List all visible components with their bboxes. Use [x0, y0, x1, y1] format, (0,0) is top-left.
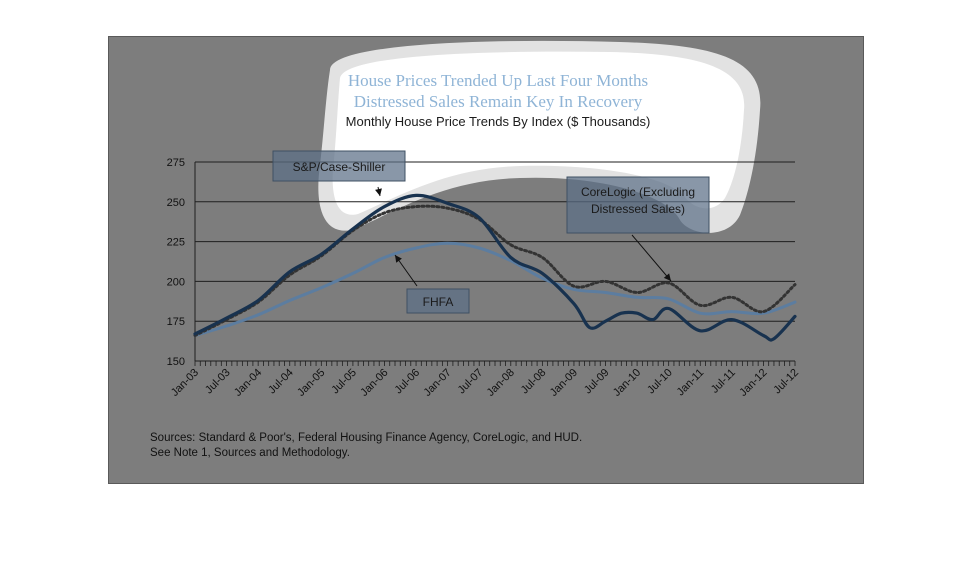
series-line-fhfa — [193, 241, 797, 337]
callout-label2-cl: Distressed Sales) — [591, 202, 685, 216]
callout-sp: S&P/Case-Shiller — [272, 150, 406, 197]
y-tick-label-200: 200 — [167, 276, 185, 288]
callouts: S&P/Case-Shiller CoreLogic (Excluding Dist… — [272, 150, 710, 314]
x-tick-label-Jul-03: Jul-03 — [203, 367, 233, 397]
x-tick-label-Jan-09: Jan-09 — [548, 367, 580, 399]
x-tick-label-Jul-07: Jul-07 — [456, 367, 486, 397]
callout-fhfa: FHFA — [394, 254, 470, 314]
title-highlight-core — [332, 51, 745, 215]
x-tick-label-Jul-12: Jul-12 — [771, 367, 801, 397]
callout-box-sp — [272, 150, 406, 182]
chart-title-line-1: House Prices Trended Up Last Four Months — [348, 71, 648, 90]
source-note-1: Sources: Standard & Poor's, Federal Hous… — [150, 432, 582, 444]
callout-cl: CoreLogic (Excluding Distressed Sales) — [566, 176, 710, 282]
callout-arrowhead-fhfa — [395, 255, 402, 263]
x-tick-label-Jul-05: Jul-05 — [329, 367, 359, 397]
x-tick-label-Jan-04: Jan-04 — [232, 367, 264, 399]
x-tick-label-Jul-09: Jul-09 — [582, 367, 612, 397]
series-lines — [193, 193, 797, 342]
chart-title-line-2: Distressed Sales Remain Key In Recovery — [354, 92, 643, 111]
y-tick-label-250: 250 — [167, 197, 185, 209]
x-tick-label-Jul-08: Jul-08 — [519, 367, 549, 397]
callout-arrowhead-cl — [663, 273, 671, 281]
callout-arrowhead-sp — [375, 188, 382, 196]
x-tick-label-Jan-03: Jan-03 — [169, 367, 201, 399]
x-tick-label-Jan-12: Jan-12 — [737, 367, 769, 399]
y-tick-label-175: 175 — [167, 316, 185, 328]
x-tick-label-Jan-06: Jan-06 — [358, 367, 390, 399]
callout-box-fhfa — [406, 288, 470, 314]
y-tick-label-150: 150 — [167, 356, 185, 368]
x-tick-label-Jan-08: Jan-08 — [485, 367, 517, 399]
x-tick-label-Jul-11: Jul-11 — [709, 367, 738, 396]
x-tick-label-Jan-10: Jan-10 — [611, 367, 643, 399]
y-tick-label-225: 225 — [167, 237, 185, 249]
x-tick-label-Jan-07: Jan-07 — [421, 367, 453, 399]
x-tick-label-Jan-11: Jan-11 — [675, 367, 707, 399]
callout-label-cl: CoreLogic (Excluding — [581, 185, 695, 199]
y-tick-label-275: 275 — [167, 157, 185, 169]
x-tick-label-Jul-04: Jul-04 — [266, 367, 296, 397]
callout-label-fhfa: FHFA — [423, 295, 454, 309]
callout-label-sp: S&P/Case-Shiller — [293, 160, 386, 174]
callout-arrow-cl — [631, 234, 672, 282]
chart-subtitle: Monthly House Price Trends By Index ($ T… — [346, 114, 651, 129]
series-line-sp — [193, 193, 797, 342]
series-line-cl — [193, 204, 797, 337]
x-tick-label-Jul-06: Jul-06 — [392, 367, 422, 397]
source-note-2: See Note 1, Sources and Methodology. — [150, 447, 350, 459]
x-tick-label-Jan-05: Jan-05 — [295, 367, 327, 399]
callout-box-cl — [566, 176, 710, 234]
x-tick-label-Jul-10: Jul-10 — [645, 367, 675, 397]
